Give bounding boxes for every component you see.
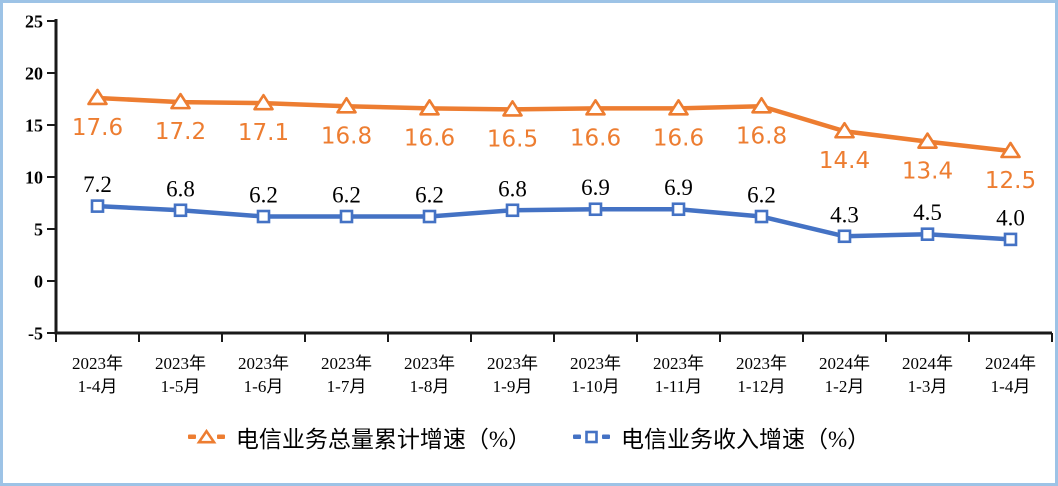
data-point-marker-square (90, 199, 105, 213)
triangle-marker-icon (187, 429, 225, 444)
y-axis-tick-label: 5 (34, 220, 43, 240)
x-category-label-months: 1-8月 (410, 377, 450, 396)
data-point-marker-triangle (419, 99, 440, 116)
square-marker-icon (573, 430, 610, 444)
data-point-label: 16.8 (736, 123, 787, 149)
x-category-label-year: 2023年 (653, 354, 704, 373)
data-point-label: 6.2 (415, 183, 444, 208)
data-point-label: 6.2 (332, 183, 361, 208)
data-point-marker-square (920, 227, 935, 241)
data-point-label: 16.6 (653, 125, 704, 151)
legend-label-revenue-growth: 电信业务收入增速（%） (621, 427, 871, 452)
series-line-1 (95, 203, 1013, 242)
x-category-label-year: 2024年 (819, 354, 870, 373)
data-point-marker-triangle (834, 121, 855, 139)
x-category-label-year: 2024年 (902, 354, 953, 373)
x-category-label-months: 1-6月 (244, 377, 284, 396)
x-category-label-year: 2023年 (487, 354, 538, 373)
x-category-label-months: 1-3月 (908, 377, 948, 396)
y-axis-tick-label: 0 (34, 272, 43, 292)
data-point-marker-triangle (585, 99, 606, 116)
data-point-marker-triangle (170, 92, 191, 110)
x-category-label-months: 1-9月 (493, 377, 533, 396)
x-category-label-months: 1-10月 (571, 377, 619, 396)
x-category-label-year: 2024年 (985, 354, 1036, 373)
data-point-label: 6.8 (498, 176, 527, 201)
x-category-label-months: 1-7月 (327, 377, 367, 396)
data-point-marker-triangle (253, 93, 274, 111)
y-axis-tick-label: 25 (25, 12, 43, 32)
x-category-label-months: 1-2月 (825, 377, 865, 396)
legend: 电信业务总量累计增速（%） 电信业务收入增速（%） (3, 420, 1055, 454)
data-point-marker-square (671, 202, 686, 217)
data-point-marker-square (339, 209, 354, 224)
data-point-marker-triangle (751, 96, 772, 114)
x-category-label-months: 1-4月 (991, 377, 1031, 396)
x-category-label-year: 2023年 (72, 354, 123, 373)
x-category-label-year: 2023年 (155, 354, 206, 373)
x-category-label-months: 1-11月 (655, 377, 703, 396)
data-point-marker-triangle (87, 88, 108, 106)
data-point-label: 6.9 (664, 175, 693, 200)
data-point-label: 12.5 (985, 168, 1036, 194)
y-axis-tick-label: 15 (25, 116, 43, 136)
data-point-marker-square (422, 209, 437, 224)
y-axis-tick-label: 10 (25, 168, 43, 188)
data-point-label: 16.5 (487, 126, 538, 152)
data-point-label: 4.5 (913, 200, 942, 225)
data-point-marker-square (837, 229, 852, 244)
x-category-label-months: 1-4月 (78, 377, 118, 396)
data-point-label: 14.4 (819, 148, 870, 174)
data-point-marker-square (505, 203, 520, 218)
legend-item-total-growth: 电信业务总量累计增速（%） (187, 420, 531, 454)
y-axis-tick-label: -5 (28, 324, 43, 344)
y-axis-tick-label: 20 (25, 64, 43, 84)
data-point-label: 7.2 (83, 172, 112, 197)
data-point-marker-square (754, 209, 769, 224)
data-point-label: 4.0 (996, 205, 1025, 230)
x-category-label-year: 2023年 (238, 354, 289, 373)
data-point-marker-triangle (336, 96, 357, 114)
data-point-marker-triangle (502, 100, 523, 117)
data-point-marker-square (256, 209, 271, 224)
legend-item-revenue-growth: 电信业务收入增速（%） (573, 420, 870, 454)
x-category-label-year: 2023年 (736, 354, 787, 373)
x-category-label-months: 1-12月 (737, 377, 785, 396)
data-point-label: 16.8 (321, 123, 372, 149)
x-category-label-year: 2023年 (404, 354, 455, 373)
x-category-label-year: 2023年 (321, 354, 372, 373)
data-point-marker-triangle (1000, 141, 1021, 159)
data-point-marker-square (173, 203, 188, 218)
legend-label-total-growth: 电信业务总量累计增速（%） (235, 427, 531, 452)
data-point-marker-square (588, 202, 603, 217)
data-point-label: 17.1 (238, 120, 289, 146)
data-point-label: 6.2 (747, 183, 776, 208)
data-point-label: 6.8 (166, 176, 195, 201)
x-category-label-year: 2023年 (570, 354, 621, 373)
data-point-marker-triangle (917, 132, 938, 149)
series-line-0 (95, 95, 1013, 154)
line-chart: 25 20 15 10 5 0 -5 2023年 1-4月 2023年 1-5月 2023年 1-6月 2… (25, 12, 1053, 396)
x-category-label-months: 1-5月 (161, 377, 201, 396)
data-point-label: 17.6 (72, 115, 123, 141)
data-point-label: 16.6 (404, 125, 455, 151)
data-point-label: 4.3 (830, 202, 859, 227)
data-point-label: 17.2 (155, 119, 206, 145)
data-point-marker-square (1003, 232, 1018, 247)
data-point-label: 13.4 (902, 159, 953, 185)
data-point-label: 16.6 (570, 125, 621, 151)
data-point-marker-triangle (668, 99, 689, 116)
data-point-label: 6.2 (249, 183, 278, 208)
data-point-label: 6.9 (581, 175, 610, 200)
